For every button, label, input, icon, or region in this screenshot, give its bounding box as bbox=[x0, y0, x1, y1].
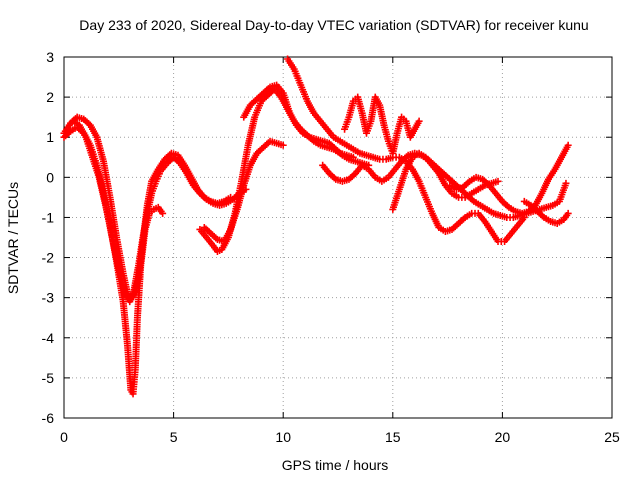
y-tick-label: -6 bbox=[42, 410, 55, 426]
x-tick-label: 15 bbox=[385, 429, 401, 445]
y-tick-label: -4 bbox=[42, 330, 55, 346]
y-tick-label: 2 bbox=[46, 89, 54, 105]
plot-frame bbox=[63, 56, 613, 419]
series-pass-7 bbox=[284, 55, 528, 246]
y-axis-ticks: -6 -5 -4 -3 -2 -1 0 1 2 3 bbox=[42, 49, 612, 426]
series-pass-10 bbox=[389, 149, 502, 213]
series-pass-4 bbox=[196, 85, 357, 256]
data-points bbox=[60, 55, 572, 398]
y-tick-label: 0 bbox=[46, 169, 54, 185]
x-tick-label: 20 bbox=[495, 429, 511, 445]
x-axis-ticks: 0 5 10 15 20 25 bbox=[60, 57, 620, 445]
y-tick-label: -5 bbox=[42, 370, 55, 386]
data-point bbox=[564, 141, 572, 149]
x-tick-label: 10 bbox=[275, 429, 291, 445]
plot-border bbox=[63, 56, 613, 419]
x-axis-label: GPS time / hours bbox=[282, 457, 389, 473]
y-tick-label: -3 bbox=[42, 290, 55, 306]
x-tick-label: 5 bbox=[170, 429, 178, 445]
x-tick-label: 0 bbox=[60, 429, 68, 445]
y-axis-label: SDTVAR / TECUs bbox=[5, 182, 21, 294]
data-point bbox=[159, 209, 167, 217]
y-tick-label: -1 bbox=[42, 209, 55, 225]
data-point bbox=[415, 117, 423, 125]
x-tick-label: 25 bbox=[604, 429, 620, 445]
y-tick-label: 1 bbox=[46, 129, 54, 145]
y-tick-label: 3 bbox=[46, 49, 54, 65]
series-pass-9 bbox=[341, 93, 423, 157]
series-pass-11 bbox=[446, 141, 572, 217]
series-pass-12 bbox=[520, 197, 572, 227]
series-pass-2 bbox=[60, 123, 167, 398]
chart-title: Day 233 of 2020, Sidereal Day-to-day VTE… bbox=[79, 17, 588, 33]
y-tick-label: -2 bbox=[42, 250, 55, 266]
data-point bbox=[562, 179, 570, 187]
series-pass-5 bbox=[200, 137, 287, 246]
data-point bbox=[564, 209, 572, 217]
data-point bbox=[279, 141, 287, 149]
data-point bbox=[494, 177, 502, 185]
